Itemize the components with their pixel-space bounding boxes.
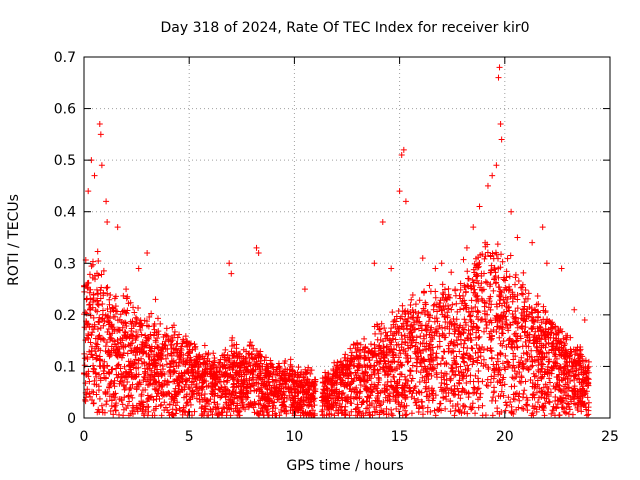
- y-tick-label: 0.4: [54, 205, 76, 221]
- peak-point: [96, 121, 103, 128]
- peak-point: [388, 265, 395, 272]
- x-tick-label: 25: [601, 429, 619, 445]
- peak-point: [498, 136, 505, 143]
- peak-point: [379, 219, 386, 226]
- peak-point: [539, 224, 546, 231]
- y-axis-title: ROTI / TECUs: [6, 194, 22, 286]
- y-tick-label: 0.2: [54, 308, 76, 324]
- y-tick-label: 0.7: [54, 50, 76, 66]
- y-tick-label: 0.5: [54, 153, 76, 169]
- peak-point: [496, 64, 503, 71]
- x-tick-label: 20: [496, 429, 514, 445]
- peak-point: [301, 286, 308, 293]
- peak-point: [123, 286, 130, 293]
- peak-point: [91, 172, 98, 179]
- peak-point: [470, 224, 477, 231]
- peak-point: [493, 162, 500, 169]
- peak-point: [497, 121, 504, 128]
- data-points-cloud: [81, 239, 592, 419]
- y-tick-label: 0.6: [54, 102, 76, 118]
- peak-point: [571, 306, 578, 313]
- peak-point: [432, 265, 439, 272]
- data-points: [81, 64, 592, 419]
- peak-point: [402, 198, 409, 205]
- peak-point: [371, 260, 378, 267]
- peak-point: [484, 182, 491, 189]
- peak-point: [508, 208, 515, 215]
- peak-point: [396, 188, 403, 195]
- plot-frame: [83, 56, 611, 419]
- peak-point: [253, 244, 260, 251]
- peak-point: [489, 172, 496, 179]
- peak-point: [228, 270, 235, 277]
- peak-point: [463, 244, 470, 251]
- peak-point: [144, 249, 151, 256]
- peak-point: [98, 162, 105, 169]
- x-tick-label: 15: [391, 429, 409, 445]
- peak-point: [152, 296, 159, 303]
- y-tick-label: 0: [67, 411, 76, 427]
- peak-point: [438, 260, 445, 267]
- peak-point: [419, 255, 426, 262]
- peak-point: [104, 219, 111, 226]
- x-axis-title: GPS time / hours: [286, 458, 403, 474]
- chart-title: Day 318 of 2024, Rate Of TEC Index for r…: [160, 20, 529, 36]
- x-tick-label: 5: [185, 429, 194, 445]
- peak-point: [103, 198, 110, 205]
- peak-point: [581, 317, 588, 324]
- peak-point: [495, 74, 502, 81]
- y-tick-label: 0.3: [54, 256, 76, 272]
- peak-point: [85, 188, 92, 195]
- peak-point: [558, 265, 565, 272]
- peak-point: [97, 131, 104, 138]
- peak-point: [476, 203, 483, 210]
- peak-point: [255, 249, 262, 256]
- peak-point: [135, 265, 142, 272]
- y-tick-label: 0.1: [54, 359, 76, 375]
- peak-point: [529, 239, 536, 246]
- peak-point: [543, 260, 550, 267]
- peak-point: [400, 146, 407, 153]
- peak-point: [226, 260, 233, 267]
- axis-ticks: 0 5 10 15 20 25 0 0.1 0.2 0.3 0.4 0.5 0.6 0.7: [54, 50, 619, 445]
- x-tick-label: 10: [285, 429, 303, 445]
- peak-point: [114, 224, 121, 231]
- peak-point: [514, 234, 521, 241]
- peak-point: [398, 151, 405, 158]
- x-tick-label: 0: [80, 429, 89, 445]
